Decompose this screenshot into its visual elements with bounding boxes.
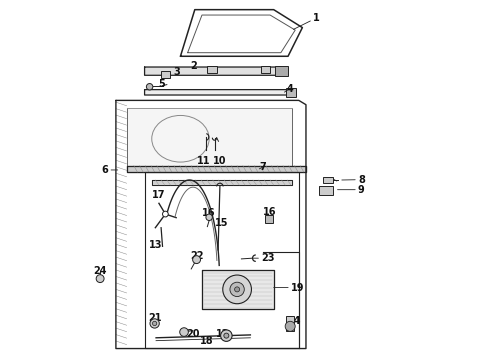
Polygon shape [145, 90, 295, 95]
Circle shape [96, 275, 104, 283]
Bar [207, 66, 218, 73]
Text: 5: 5 [158, 79, 165, 89]
Text: 3: 3 [173, 67, 180, 77]
Bar [265, 215, 273, 223]
Text: 2: 2 [190, 61, 197, 71]
Bar [275, 66, 288, 76]
Polygon shape [126, 166, 306, 172]
Text: 17: 17 [152, 190, 166, 201]
Bar [323, 177, 333, 183]
Circle shape [285, 321, 295, 331]
Bar [261, 66, 270, 73]
Circle shape [152, 321, 157, 325]
Text: 11: 11 [197, 156, 211, 166]
Polygon shape [145, 67, 288, 75]
Text: 7: 7 [259, 162, 266, 172]
Text: 10: 10 [213, 156, 227, 166]
Circle shape [223, 275, 251, 304]
Text: 8: 8 [342, 175, 365, 185]
Bar [161, 71, 170, 78]
Bar [286, 88, 296, 97]
Bar [286, 316, 294, 330]
Text: 15: 15 [215, 218, 228, 228]
Text: 13: 13 [148, 240, 162, 250]
Text: 16: 16 [263, 207, 277, 217]
Text: 16: 16 [202, 208, 215, 219]
Bar [318, 186, 333, 195]
Text: 14: 14 [288, 316, 301, 325]
Circle shape [230, 282, 245, 297]
Polygon shape [126, 108, 292, 166]
Text: 1: 1 [294, 13, 320, 30]
Text: 21: 21 [148, 313, 161, 323]
Polygon shape [202, 270, 274, 309]
Circle shape [224, 333, 229, 338]
Text: 22: 22 [190, 251, 203, 261]
Text: 23: 23 [252, 253, 274, 263]
Circle shape [150, 319, 159, 328]
Circle shape [206, 214, 212, 221]
Text: 18: 18 [199, 336, 213, 346]
Circle shape [193, 256, 200, 264]
Text: 19: 19 [274, 283, 304, 293]
Text: 4: 4 [285, 84, 293, 94]
Circle shape [180, 328, 188, 336]
Text: 12: 12 [216, 329, 229, 339]
Circle shape [163, 211, 168, 217]
Circle shape [220, 330, 232, 341]
Circle shape [147, 84, 153, 90]
Circle shape [235, 287, 240, 292]
Text: 9: 9 [338, 185, 365, 195]
Text: 20: 20 [186, 329, 200, 339]
Text: 6: 6 [101, 165, 118, 175]
Text: 24: 24 [93, 266, 106, 276]
Polygon shape [152, 180, 292, 185]
